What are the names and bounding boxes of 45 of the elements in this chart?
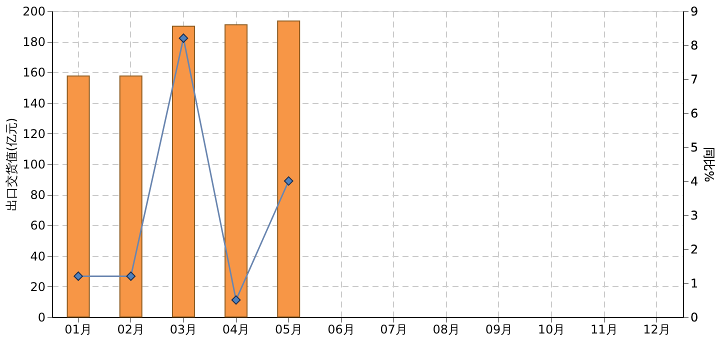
y2-tick-label: 1: [690, 276, 698, 290]
y-tick-label: 20: [30, 280, 46, 294]
point: [231, 295, 241, 305]
bar: [277, 20, 300, 318]
x-tick-label: 03月: [170, 322, 198, 336]
y2-tick-label: 3: [690, 208, 698, 222]
point: [74, 272, 83, 281]
y-tick-label: 120: [22, 126, 46, 141]
point: [126, 272, 136, 281]
y-tick-label: 140: [22, 96, 46, 110]
point: [178, 34, 188, 43]
bar: [224, 24, 248, 318]
x-tick-label: 01月: [64, 322, 92, 336]
y2-tick-label: 8: [690, 38, 698, 52]
y2-tick-label: 2: [690, 242, 698, 256]
y2-tick-label: 7: [690, 72, 698, 86]
x-tick-label: 11月: [590, 322, 618, 336]
y-tick-label: 40: [30, 249, 46, 264]
y2-axis-title: 同比%: [702, 146, 716, 182]
x-tick-label: 02月: [117, 322, 145, 336]
x-tick-label: 06月: [328, 322, 355, 336]
x-tick-label: 04月: [222, 322, 250, 336]
y-tick-label: 160: [22, 66, 46, 80]
y2-tick-label: 4: [690, 174, 698, 188]
point: [284, 176, 294, 186]
y-tick-label: 0: [38, 310, 46, 324]
y2-tick-label: 9: [690, 4, 698, 18]
x-tick-label: 08月: [432, 322, 460, 336]
y2-tick-label: 0: [690, 310, 698, 324]
y-tick-label: 80: [30, 188, 46, 202]
bar: [66, 76, 90, 318]
y-tick-label: 180: [22, 35, 46, 50]
x-tick-label: 10月: [538, 322, 566, 336]
bar: [119, 76, 142, 318]
x-tick-label: 09月: [485, 322, 513, 336]
y-tick-label: 100: [22, 158, 46, 172]
x-tick-label: 12月: [643, 322, 670, 336]
y2-tick-label: 5: [690, 140, 698, 154]
x-tick-label: 05月: [274, 322, 302, 336]
x-tick-label: 07月: [380, 322, 408, 336]
y2-tick-label: 6: [690, 106, 698, 120]
y-tick-label: 200: [22, 4, 46, 18]
bar: [172, 26, 195, 318]
y-axis-title: 出口交货值(亿元): [4, 118, 19, 212]
y-tick-label: 60: [30, 218, 46, 233]
